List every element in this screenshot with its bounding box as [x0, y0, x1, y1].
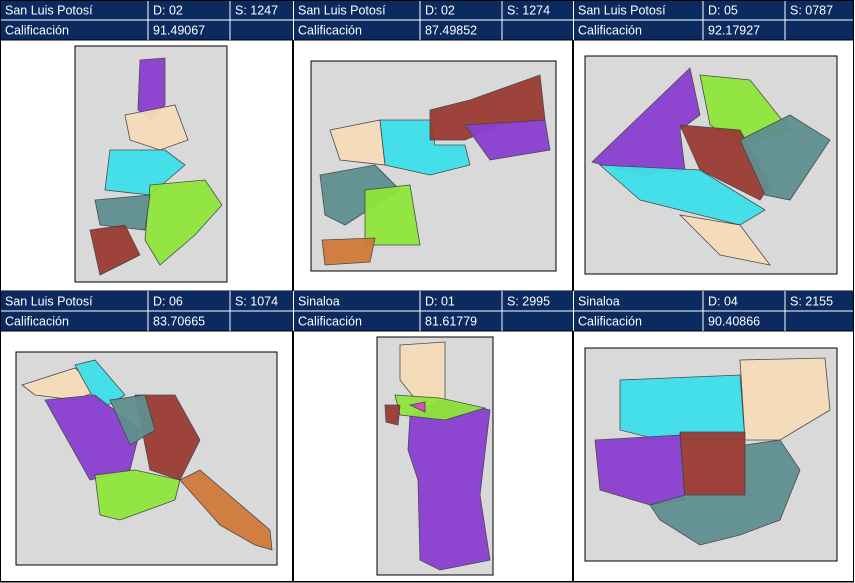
section: S: 0787 [790, 3, 833, 17]
map-region [679, 431, 746, 496]
map-region [144, 179, 223, 266]
district: D: 02 [425, 3, 455, 17]
score-label: Calificación [578, 23, 642, 37]
map-region [739, 114, 831, 201]
score: 87.49852 [425, 23, 477, 37]
score-label: Calificación [5, 23, 69, 37]
district: D: 01 [425, 294, 455, 308]
section: S: 1274 [507, 3, 550, 17]
map-region [94, 194, 151, 231]
map-region [89, 224, 141, 276]
district: D: 05 [708, 3, 738, 17]
state: San Luis Potosí [298, 3, 386, 17]
score-label: Calificación [5, 314, 69, 328]
state: Sinaloa [578, 294, 620, 308]
score-label: Calificación [298, 23, 362, 37]
map-region [94, 469, 181, 521]
map-region [104, 149, 186, 196]
map-region [364, 184, 421, 246]
map-region [649, 439, 801, 546]
score: 81.61779 [425, 314, 477, 328]
score-label: Calificación [578, 314, 642, 328]
section: S: 1074 [235, 294, 278, 308]
score: 91.49067 [153, 23, 205, 37]
score: 83.70665 [153, 314, 205, 328]
section: S: 2155 [790, 294, 833, 308]
map-region [124, 104, 189, 151]
section: S: 1247 [235, 3, 278, 17]
district: D: 06 [153, 294, 183, 308]
map-region [44, 394, 141, 481]
section: S: 2995 [507, 294, 550, 308]
map-region [21, 367, 101, 401]
map-region [408, 401, 426, 413]
district: D: 02 [153, 3, 183, 17]
map-region [179, 469, 273, 551]
map-region [739, 357, 831, 441]
map-region [407, 399, 491, 571]
state: San Luis Potosí [5, 3, 93, 17]
district: D: 04 [708, 294, 738, 308]
map-region [464, 119, 551, 161]
map-region [384, 404, 401, 426]
state: San Luis Potosí [5, 294, 93, 308]
map-region [678, 214, 771, 266]
map-region [619, 374, 746, 441]
maps [15, 45, 838, 576]
score: 92.17927 [708, 23, 760, 37]
state: Sinaloa [298, 294, 340, 308]
score-label: Calificación [298, 314, 362, 328]
state: San Luis Potosí [578, 3, 666, 17]
map-region [321, 237, 376, 266]
map-region [109, 394, 156, 446]
score: 90.40866 [708, 314, 760, 328]
